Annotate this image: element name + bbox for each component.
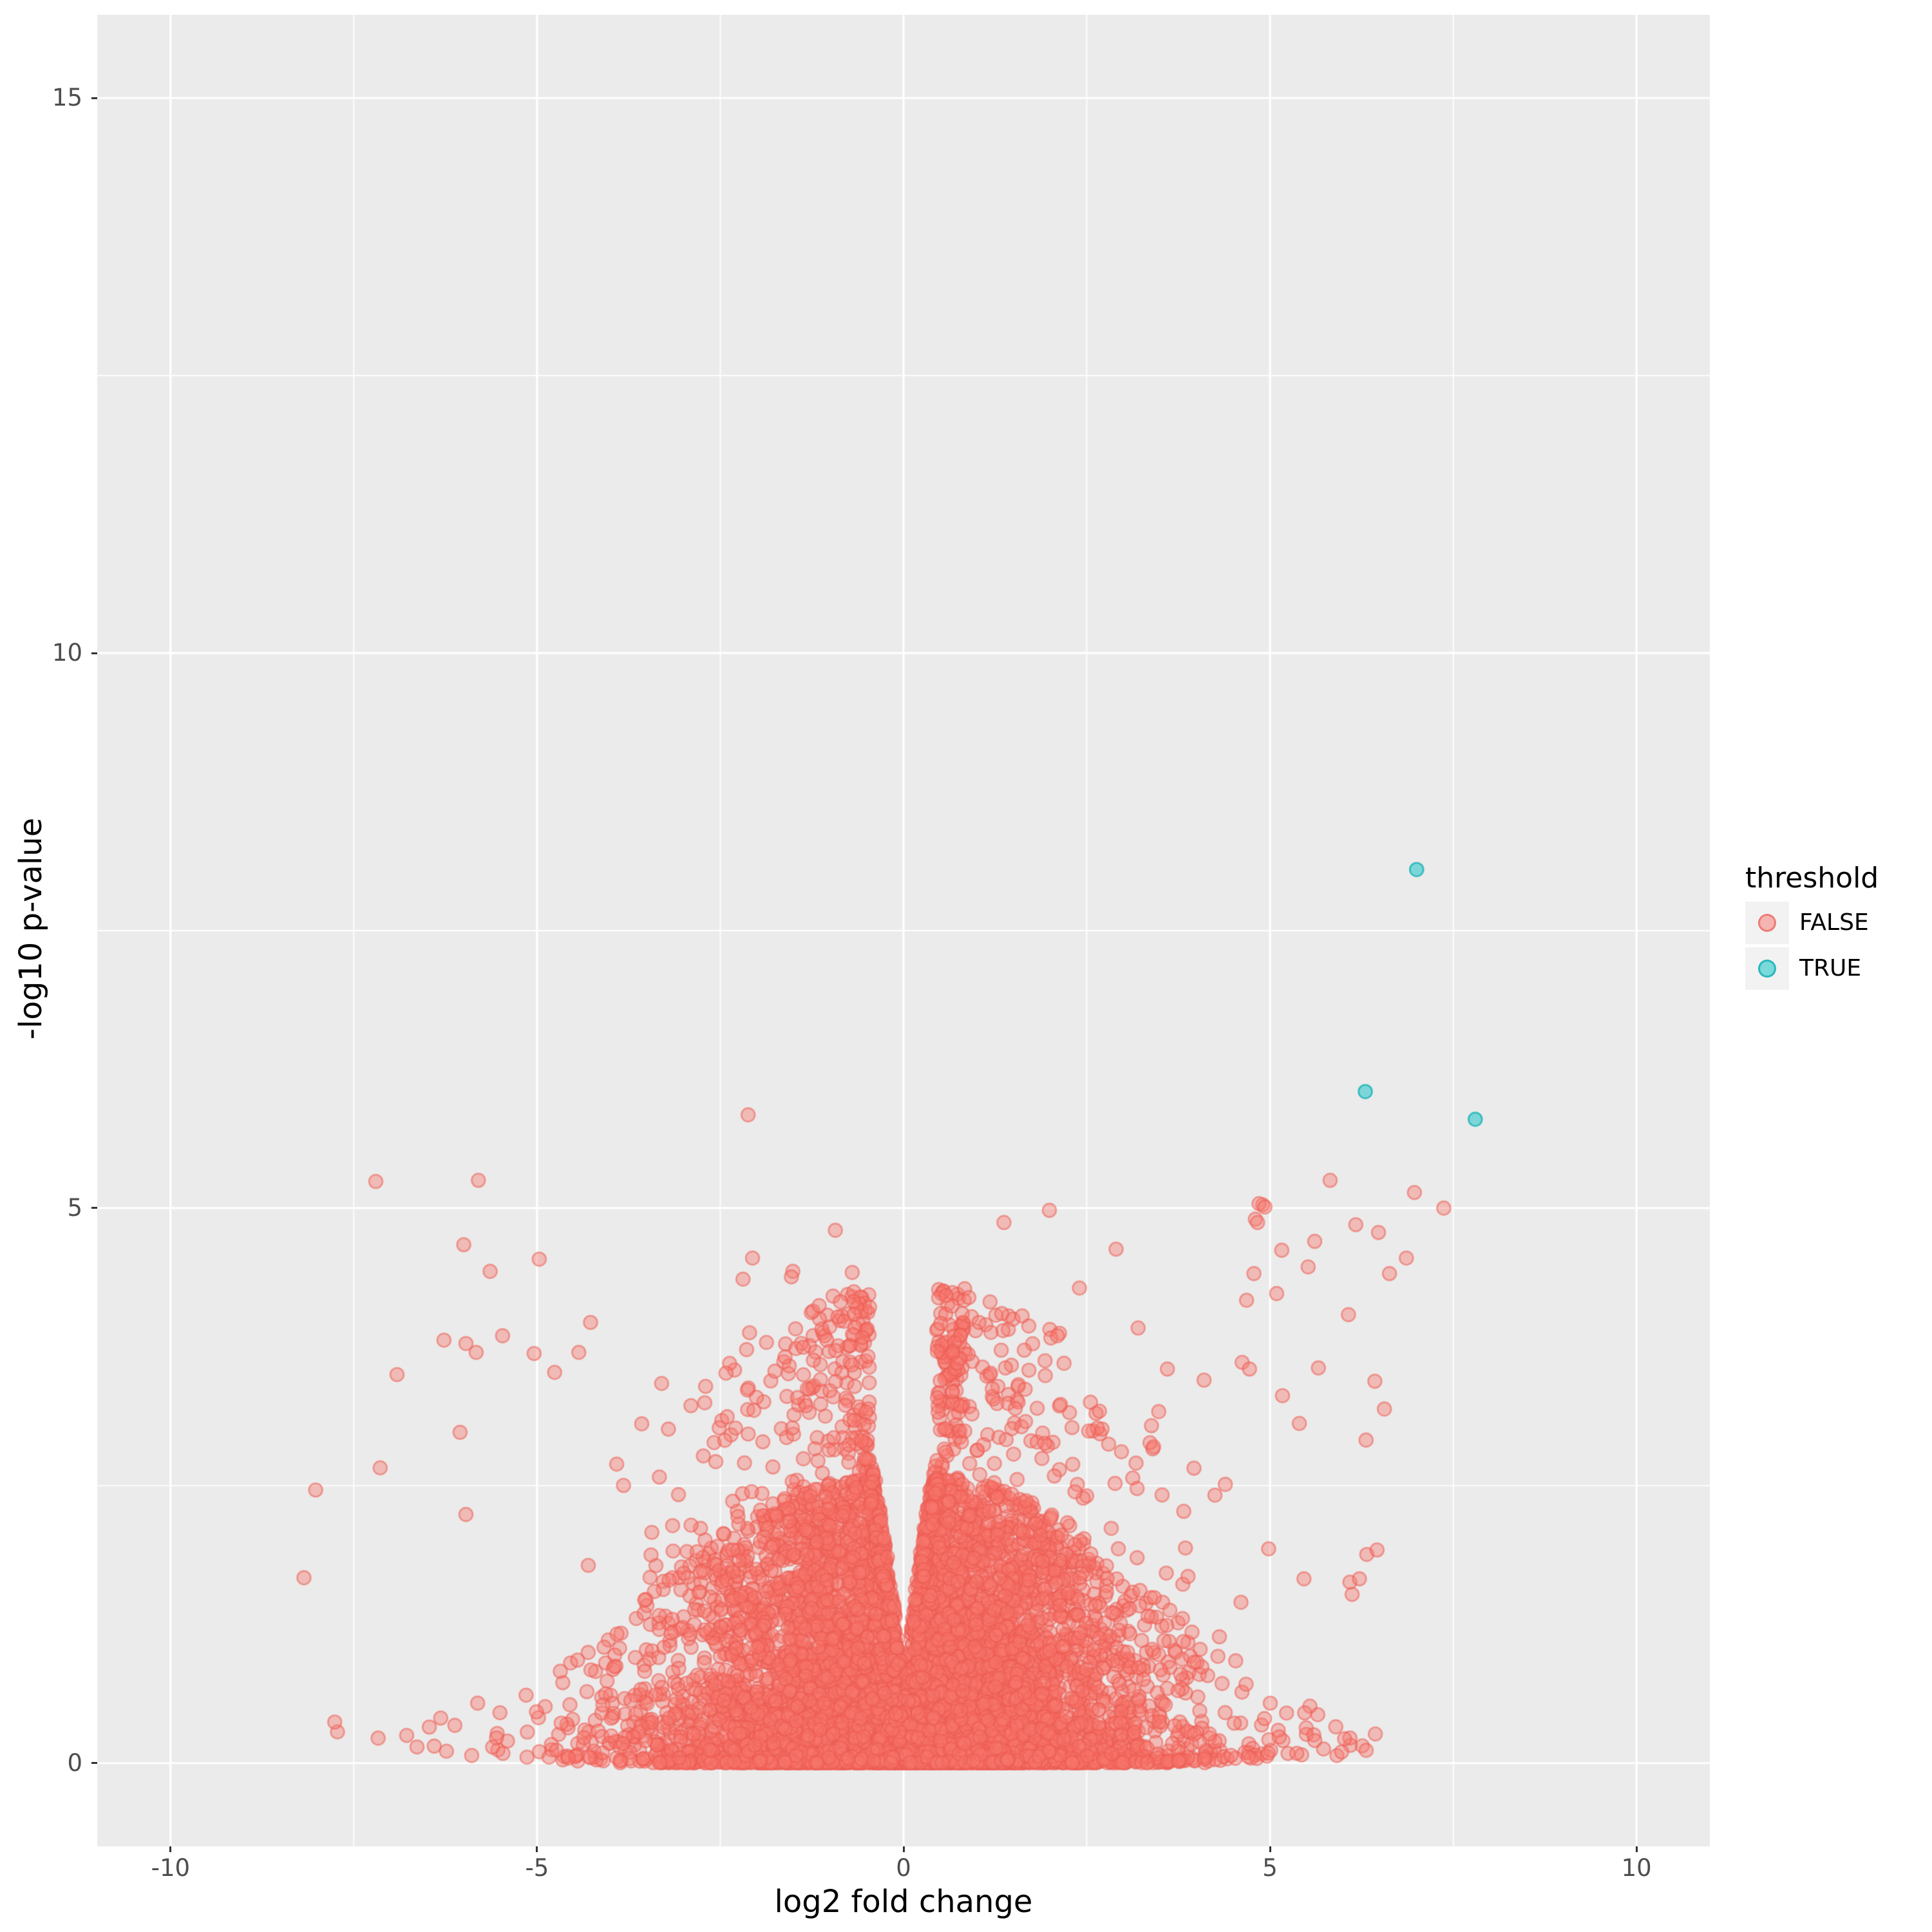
y-axis-title: -log10 p-value <box>13 817 49 1040</box>
x-tick-mark <box>902 1846 905 1852</box>
legend-label: FALSE <box>1799 909 1869 936</box>
legend-label: TRUE <box>1799 955 1862 981</box>
false-point-icon <box>1758 914 1776 932</box>
x-tick-mark <box>1635 1846 1638 1852</box>
y-tick-label: 0 <box>67 1748 82 1777</box>
x-tick-label: 10 <box>1621 1854 1652 1882</box>
x-tick-mark <box>536 1846 538 1852</box>
plot-panel-canvas <box>97 15 1710 1846</box>
x-tick-label: -5 <box>525 1854 549 1882</box>
legend-entry-true: TRUE <box>1745 947 1879 990</box>
legend-key <box>1745 947 1789 990</box>
x-tick-label: 0 <box>896 1854 911 1882</box>
legend: threshold FALSE TRUE <box>1745 863 1879 993</box>
x-tick-mark <box>169 1846 172 1852</box>
y-tick-mark <box>91 1762 97 1765</box>
y-tick-label: 5 <box>67 1193 82 1222</box>
y-tick-label: 15 <box>52 84 82 112</box>
legend-key <box>1745 902 1789 944</box>
y-tick-mark <box>91 97 97 99</box>
legend-title: threshold <box>1745 862 1879 895</box>
x-tick-label: 5 <box>1262 1854 1278 1882</box>
y-tick-label: 10 <box>52 639 82 667</box>
legend-entry-false: FALSE <box>1745 902 1879 944</box>
x-tick-mark <box>1269 1846 1271 1852</box>
x-tick-label: -10 <box>151 1854 191 1882</box>
x-axis-title: log2 fold change <box>774 1884 1033 1920</box>
true-point-icon <box>1758 960 1776 978</box>
y-tick-mark <box>91 652 97 654</box>
y-tick-mark <box>91 1207 97 1209</box>
